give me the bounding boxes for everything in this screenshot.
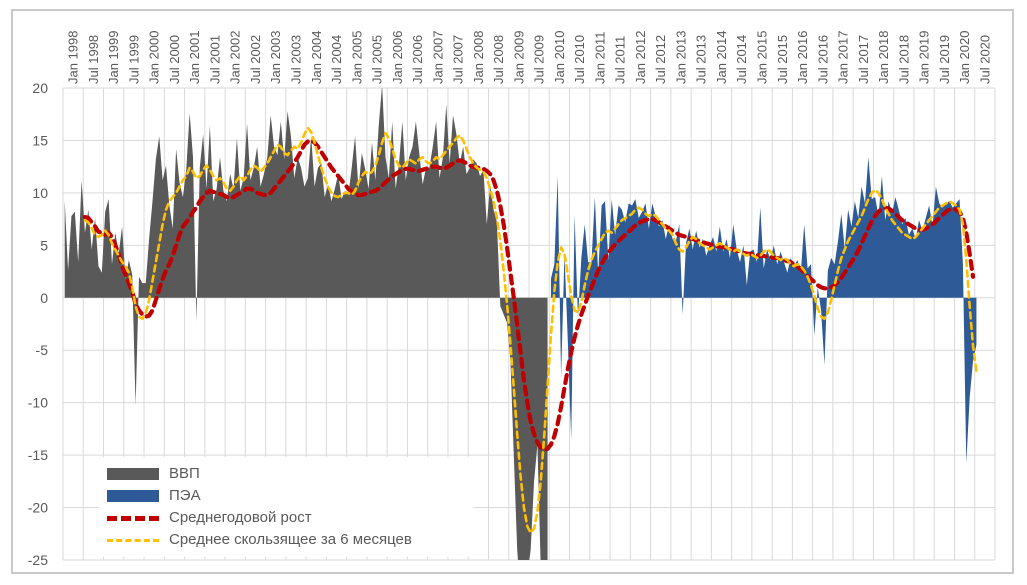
x-axis-tick-label: Jul 2003 (289, 35, 304, 84)
gdp-area-swatch-icon (107, 468, 161, 480)
legend-label-gdp: ВВП (169, 465, 200, 482)
legend-label-pea: ПЭА (169, 487, 201, 504)
x-axis-tick-label: Jan 2015 (755, 31, 770, 85)
legend-item-pea: ПЭА (107, 485, 465, 507)
x-axis-tick-label: Jan 2012 (633, 31, 648, 85)
x-axis-tick-label: Jul 2013 (694, 35, 709, 84)
x-axis-tick-label: Jul 2019 (937, 35, 952, 84)
annual-growth-dash-swatch-icon (107, 515, 161, 521)
x-axis-tick-label: Jan 2005 (349, 31, 364, 85)
x-axis-tick-label: Jan 2008 (471, 31, 486, 85)
y-axis-tick-label: 15 (32, 132, 48, 148)
x-axis-tick-label: Jan 1999 (106, 31, 121, 85)
x-axis-tick-label: Jul 2015 (775, 35, 790, 84)
legend-item-annual-growth: Среднегодовой рост (107, 507, 465, 529)
x-axis-tick-label: Jul 2007 (451, 35, 466, 84)
x-axis-tick-label: Jul 2008 (491, 35, 506, 84)
x-axis-tick-label: Jul 2009 (532, 35, 547, 84)
x-axis-tick-label: Jan 2001 (187, 31, 202, 85)
legend: ВВП ПЭА Среднегодовой рост Среднее сколь… (99, 457, 473, 557)
y-axis-tick-label: 0 (40, 290, 48, 306)
x-axis-tick-label: Jul 2005 (370, 35, 385, 84)
moving-average-line (83, 126, 978, 535)
x-axis-tick-label: Jul 2010 (572, 35, 587, 84)
x-axis-tick-label: Jan 2003 (268, 31, 283, 85)
y-axis-tick-label: -20 (28, 500, 48, 516)
x-axis-tick-label: Jul 2016 (815, 35, 830, 84)
x-axis-tick-label: Jul 2020 (977, 35, 992, 84)
x-axis-tick-label: Jul 2011 (613, 36, 628, 84)
x-axis-tick-label: Jul 2014 (734, 35, 749, 84)
x-axis-tick-label: Jul 2004 (329, 35, 344, 84)
pea-area-series (550, 157, 977, 464)
y-axis-tick-label: -15 (28, 447, 48, 463)
x-axis-tick-label: Jan 2014 (714, 31, 729, 85)
x-axis-tick-label: Jan 2016 (795, 31, 810, 85)
gdp-area-series (64, 88, 548, 560)
x-axis-tick-label: Jan 1998 (66, 31, 81, 85)
y-axis-tick-label: -5 (36, 342, 49, 358)
x-axis-tick-label: Jan 2000 (147, 31, 162, 85)
x-axis-tick-label: Jul 1998 (86, 35, 101, 84)
x-axis-tick-label: Jan 2018 (876, 31, 891, 85)
x-axis-tick-label: Jul 2001 (207, 35, 222, 84)
y-axis-tick-label: 5 (40, 237, 48, 253)
legend-item-moving-average: Среднее скользящее за 6 месяцев (107, 529, 465, 551)
x-axis-tick-label: Jan 2009 (511, 31, 526, 85)
y-axis-tick-label: -10 (28, 395, 48, 411)
x-axis-tick-label: Jan 2020 (957, 31, 972, 85)
x-axis-tick-label: Jul 2012 (653, 35, 668, 84)
legend-label-annual-growth: Среднегодовой рост (169, 509, 312, 526)
annual-growth-line (82, 138, 976, 452)
x-axis-tick-label: Jan 2007 (430, 31, 445, 85)
y-axis-tick-label: 10 (32, 185, 48, 201)
x-axis-tick-label: Jul 2018 (896, 35, 911, 84)
x-axis-tick-label: Jul 2006 (410, 35, 425, 84)
x-axis-tick-label: Jan 2017 (836, 31, 851, 85)
x-axis-tick-label: Jan 2019 (917, 31, 932, 85)
x-axis-labels: Jan 1998 Jul 1998 Jan 1999 Jul 1999 Jan 2000… (66, 30, 993, 84)
legend-label-moving-average: Среднее скользящее за 6 месяцев (169, 531, 412, 548)
y-axis-tick-label: -25 (28, 552, 48, 568)
x-axis-tick-label: Jul 2017 (856, 35, 871, 84)
legend-item-gdp: ВВП (107, 463, 465, 485)
x-axis-tick-label: Jan 2004 (309, 31, 324, 85)
moving-average-dash-swatch-icon (107, 538, 161, 542)
x-axis-tick-label: Jul 2000 (167, 35, 182, 84)
x-axis-tick-label: Jul 2002 (248, 35, 263, 84)
y-axis-tick-label: 20 (32, 80, 48, 96)
x-axis-tick-label: Jan 2002 (228, 30, 243, 84)
x-axis-tick-label: Jan 2011 (592, 31, 607, 84)
x-axis-tick-label: Jan 2013 (673, 31, 688, 85)
x-axis-tick-label: Jan 2010 (552, 31, 567, 85)
x-axis-tick-label: Jan 2006 (390, 31, 405, 85)
y-axis-labels: 20 15 10 5 0 -5 -10 -15 -20 -25 (28, 80, 48, 568)
x-axis-tick-label: Jul 1999 (126, 35, 141, 84)
pea-area-swatch-icon (107, 490, 161, 502)
